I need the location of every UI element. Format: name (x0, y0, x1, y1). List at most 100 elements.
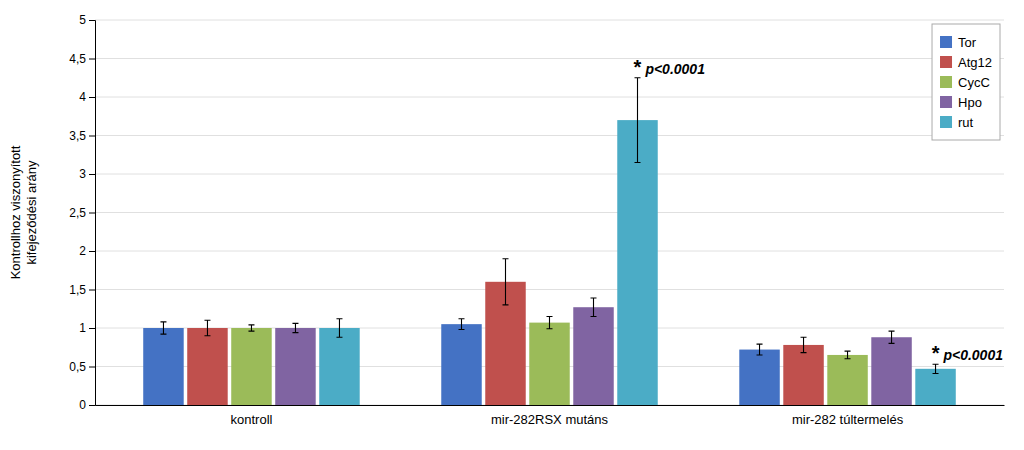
error-bar (336, 319, 342, 337)
grid-line (95, 251, 1004, 252)
grid-line (95, 212, 1004, 213)
grid-line (95, 174, 1004, 175)
error-bar (757, 344, 763, 355)
legend-item: Hpo (940, 95, 982, 110)
tick-label: 0,5 (69, 360, 86, 374)
plot: 0 0,5 1 1,5 2 2,5 3 3,5 4 4,5 5 kontroll mir-282RSX … (8, 13, 1005, 427)
tick: mir-282RSX mutáns (491, 405, 609, 427)
bar (827, 355, 867, 405)
tick-label: 4,5 (69, 52, 86, 66)
tick-label: kontroll (231, 412, 273, 427)
error-bars (336, 78, 938, 374)
legend: Tor Atg12 CycC Hpo rut (932, 24, 1000, 140)
error-bars (292, 298, 894, 343)
tick: 4,5 (69, 52, 95, 66)
bar (915, 369, 955, 405)
tick: 1,5 (69, 283, 95, 297)
axis-title: Kontrollhoz viszonyítottkifejeződési ará… (8, 145, 39, 279)
legend-item: CycC (940, 75, 990, 90)
bar (231, 328, 271, 405)
tick-mark (89, 367, 95, 368)
tick-mark (89, 213, 95, 214)
grid-line (95, 20, 1004, 21)
tick: kontroll (231, 405, 273, 427)
tick: 0 (79, 398, 95, 412)
tick: 3,5 (69, 129, 95, 143)
error-bars (204, 259, 806, 353)
tick: 2,5 (69, 206, 95, 220)
series (231, 323, 868, 405)
tick-label: 2,5 (69, 206, 86, 220)
bar (319, 328, 359, 405)
grid (95, 20, 1004, 405)
bar (573, 307, 613, 405)
tick-label: 3,5 (69, 129, 86, 143)
bar (441, 324, 481, 405)
tick-mark (89, 97, 95, 98)
legend-box (932, 24, 1000, 140)
legend-swatch (940, 36, 952, 48)
legend-label: rut (958, 115, 974, 130)
grid-line (95, 135, 1004, 136)
legend-label: Hpo (958, 95, 982, 110)
error-bars (160, 319, 762, 355)
legend-swatch (940, 96, 952, 108)
error-bar (933, 364, 939, 373)
annotation: * (634, 56, 642, 78)
legend-swatch (940, 76, 952, 88)
tick: 2 (79, 244, 95, 258)
legend-item: rut (940, 115, 974, 130)
tick-label: 3 (79, 167, 86, 181)
grid-line (95, 289, 1004, 290)
tick-label: mir-282RSX mutáns (491, 412, 609, 427)
tick-label: 1,5 (69, 283, 86, 297)
legend-item: Atg12 (940, 55, 992, 70)
tick: mir-282 túltermelés (792, 405, 904, 427)
error-bar (547, 316, 553, 328)
error-bar (502, 259, 508, 305)
series (275, 307, 912, 405)
legend-label: Tor (958, 35, 977, 50)
tick-mark (89, 328, 95, 329)
error-bar (591, 298, 597, 316)
y-axis: 0 0,5 1 1,5 2 2,5 3 3,5 4 4,5 5 (69, 13, 95, 412)
annotations: *p<0.0001*p<0.0001 (634, 56, 1004, 364)
bar (871, 337, 911, 405)
error-bar (160, 322, 166, 334)
tick-mark (89, 20, 95, 21)
tick: 1 (79, 321, 95, 335)
axis-line (89, 21, 96, 406)
grid-line (95, 97, 1004, 98)
chart: 0 0,5 1 1,5 2 2,5 3 3,5 4 4,5 5 kontroll mir-282RSX … (0, 0, 1024, 450)
legend-swatch (940, 56, 952, 68)
bar (529, 323, 569, 405)
series (143, 324, 780, 405)
grid-line (95, 58, 1004, 59)
error-bar (458, 319, 464, 330)
tick-label: 2 (79, 244, 86, 258)
bar (187, 328, 227, 405)
tick-label: 4 (79, 90, 86, 104)
tick-label: 5 (79, 13, 86, 27)
error-bar (292, 323, 298, 332)
tick-label: 1 (79, 321, 86, 335)
marks (143, 78, 956, 405)
legend-label: Atg12 (958, 55, 992, 70)
error-bar (204, 320, 210, 335)
error-bar (248, 325, 254, 331)
error-bar (845, 351, 851, 359)
tick-mark (89, 290, 95, 291)
tick-mark (89, 405, 95, 406)
tick: 5 (79, 13, 95, 27)
tick-label: 0 (79, 398, 86, 412)
bar (275, 328, 315, 405)
x-axis: kontroll mir-282RSX mutáns mir-282 túlterm… (96, 405, 1005, 427)
tick-mark (89, 59, 95, 60)
error-bar (635, 78, 641, 163)
tick: 0,5 (69, 360, 95, 374)
tick-mark (89, 251, 95, 252)
tick-mark (89, 174, 95, 175)
axis-line (96, 405, 1005, 406)
bar (739, 350, 779, 405)
tick: 4 (79, 90, 95, 104)
